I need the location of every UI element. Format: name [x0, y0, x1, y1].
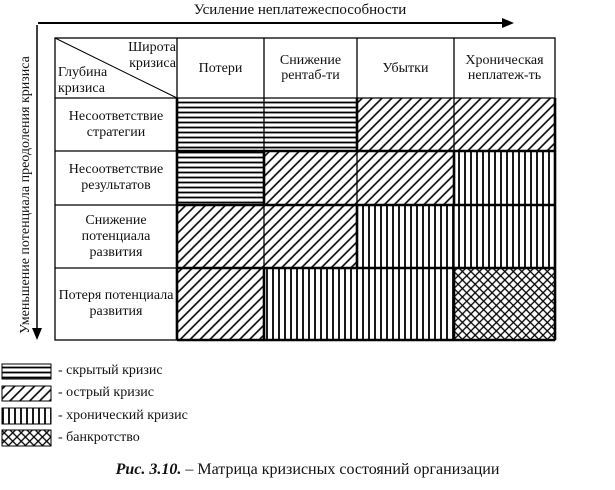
cell-r3-acute-crisis — [177, 205, 357, 268]
cell-r4-bankruptcy — [454, 268, 555, 340]
legend-swatch-bankruptcy — [1, 429, 52, 447]
left-axis-label: Уменьшение потенциала преодоления кризис… — [18, 56, 33, 334]
cell-r2-hidden-crisis — [177, 151, 264, 205]
column-header-losses: Потери — [198, 60, 243, 76]
column-header-profitability-decline: Снижение рентаб-ти — [279, 53, 342, 83]
legend-label-bankruptcy: - банкротство — [58, 430, 140, 445]
top-axis-label: Усиление неплатежеспособности — [193, 2, 407, 18]
legend-swatch-acute-crisis — [1, 385, 52, 402]
cell-r4-acute-crisis — [177, 268, 264, 340]
cell-r2-chronic-crisis — [454, 151, 555, 205]
cell-r4-chronic-crisis — [264, 268, 454, 340]
figure-caption-text: – Матрица кризисных состояний организаци… — [181, 461, 500, 478]
corner-depth-label: Глубина кризиса — [58, 65, 108, 96]
row-header-strategy-mismatch: Несоответствие стратегии — [68, 108, 164, 140]
row-header-potential-decline: Снижение потенциала развития — [81, 212, 151, 260]
cell-r1-hidden-crisis — [177, 98, 357, 151]
legend-label-acute-crisis: - острый кризис — [58, 385, 154, 400]
legend-label-hidden-crisis: - скрытый кризис — [58, 363, 163, 378]
figure-number: Рис. 3.10. — [115, 461, 182, 478]
legend-label-chronic-crisis: - хронический кризис — [58, 408, 188, 423]
figure-caption: Рис. 3.10. – Матрица кризисных состояний… — [0, 461, 615, 479]
left-axis-arrow — [32, 25, 42, 340]
cell-r2-acute-crisis — [264, 151, 454, 205]
row-header-potential-loss: Потеря потенциала развития — [58, 288, 174, 319]
row-header-results-mismatch: Несоответствие результатов — [68, 162, 164, 193]
cell-r3-chronic-crisis — [357, 205, 555, 268]
legend-swatch-chronic-crisis — [1, 407, 52, 425]
column-header-chronic-insolvency: Хроническая неплатеж-ть — [465, 53, 544, 83]
corner-width-label: Широта кризиса — [128, 40, 176, 71]
region-borders — [175, 98, 557, 342]
column-header-losses-deficit: Убытки — [382, 60, 429, 76]
matrix-cells — [177, 98, 555, 340]
cell-r1-acute-crisis — [357, 98, 555, 151]
legend-swatch-hidden-crisis — [1, 363, 52, 380]
legend-swatches — [1, 363, 52, 447]
top-axis-arrow — [38, 18, 514, 28]
